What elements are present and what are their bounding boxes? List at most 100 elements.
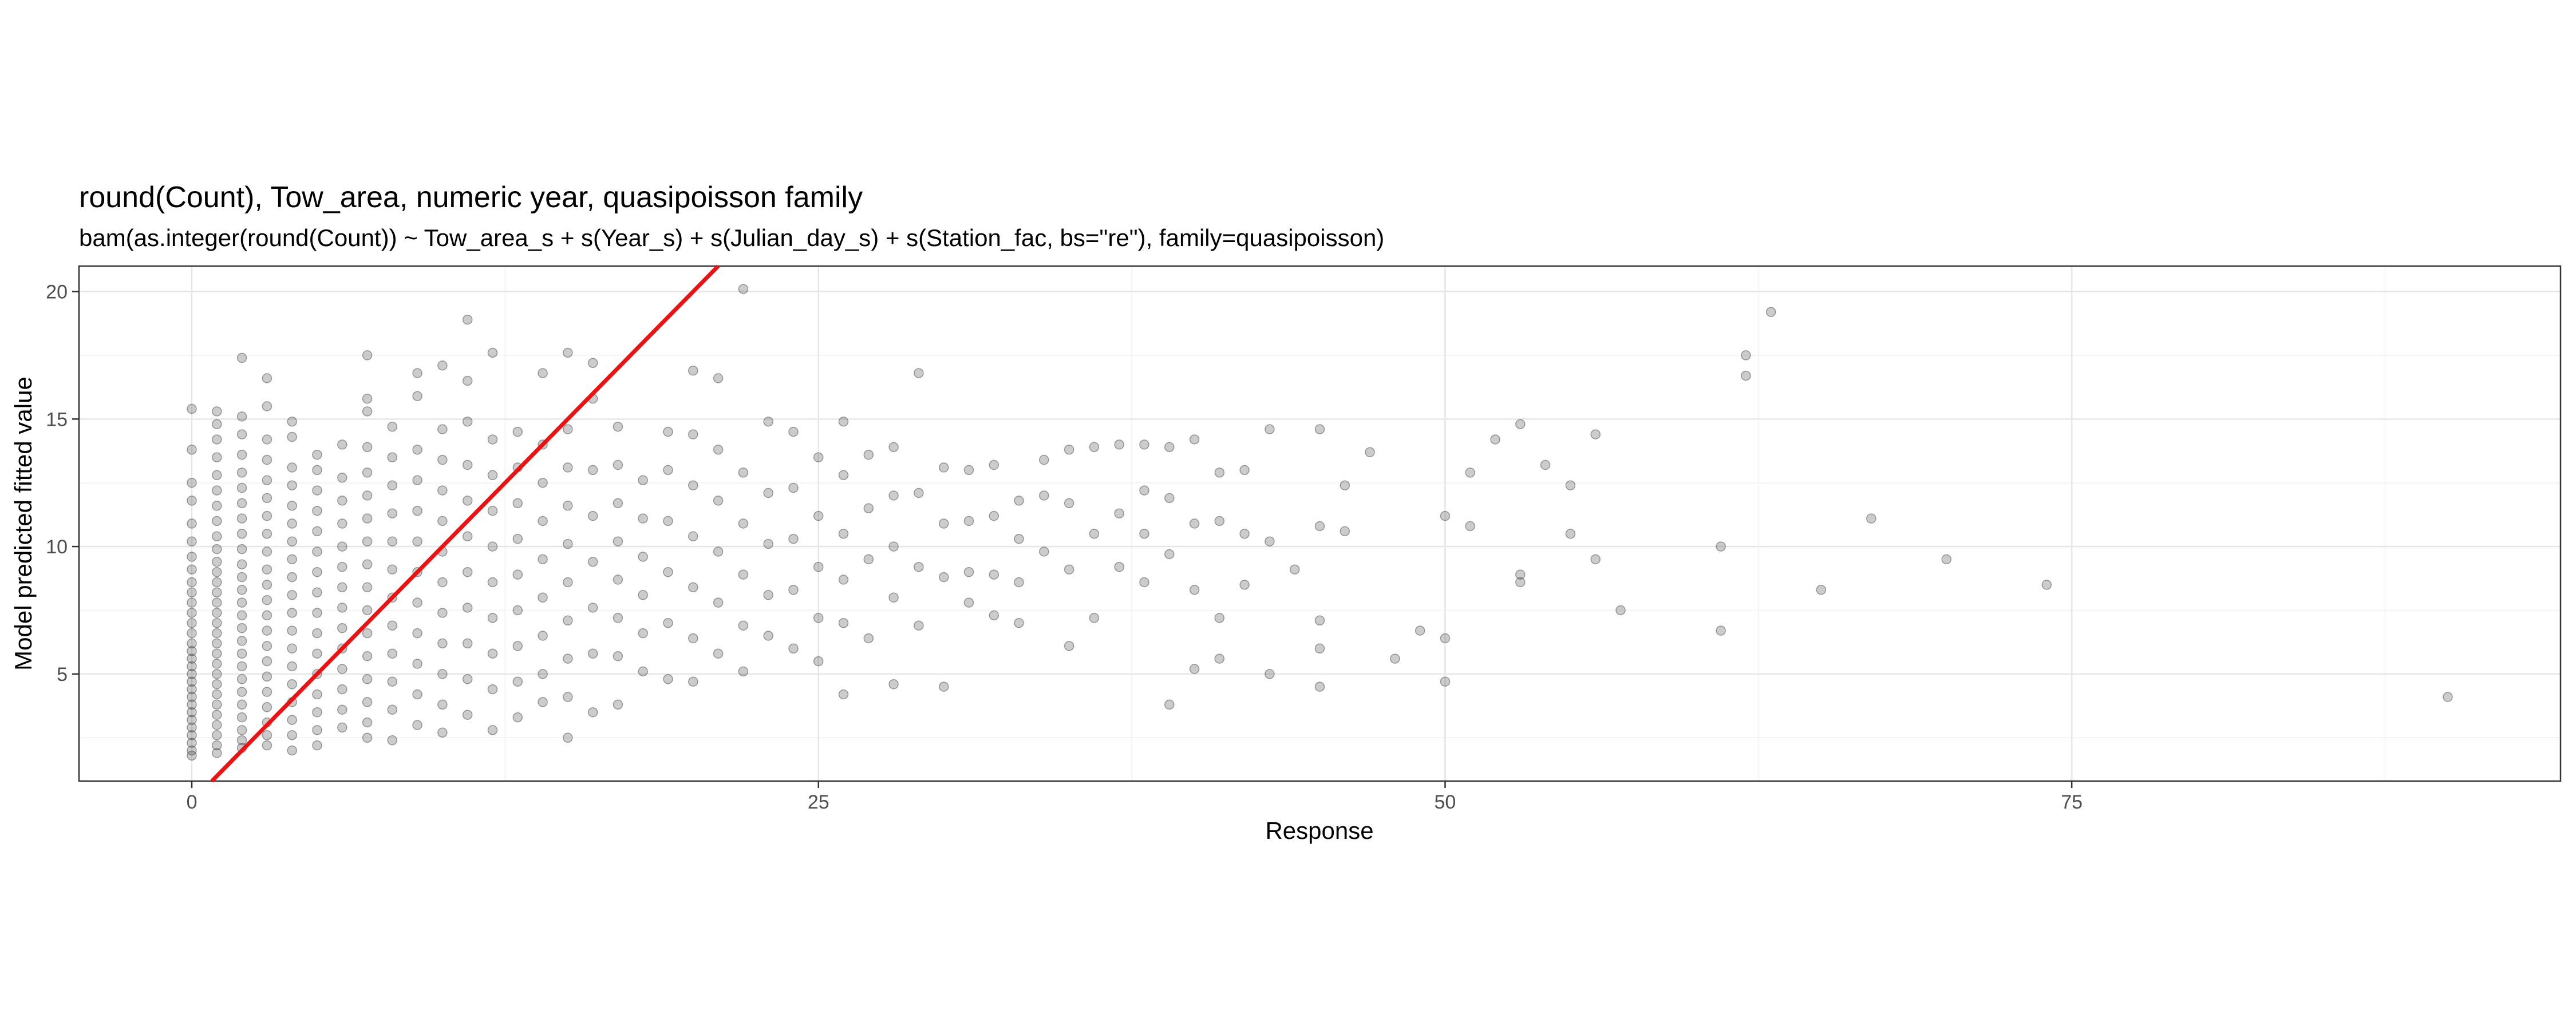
data-point: [362, 559, 373, 570]
data-point: [638, 590, 648, 600]
data-point: [312, 707, 322, 718]
data-point: [1265, 536, 1275, 546]
data-point: [1164, 442, 1175, 453]
data-point: [187, 587, 197, 598]
data-point: [412, 391, 422, 401]
data-point: [863, 554, 874, 565]
data-point: [1265, 669, 1275, 679]
data-point: [236, 559, 247, 570]
data-point: [563, 501, 573, 511]
data-point: [337, 496, 347, 506]
data-point: [187, 730, 197, 740]
data-point: [287, 745, 297, 756]
data-point: [563, 347, 573, 358]
data-point: [412, 720, 422, 730]
data-point: [888, 592, 899, 603]
data-point: [236, 585, 247, 595]
data-point: [387, 704, 398, 715]
data-point: [1239, 529, 1250, 539]
data-point: [462, 417, 473, 427]
y-tick-label: 15: [46, 409, 68, 430]
data-point: [989, 510, 999, 521]
data-point: [563, 538, 573, 549]
data-point: [512, 498, 523, 509]
data-point: [187, 608, 197, 618]
data-point: [212, 740, 222, 751]
data-point: [938, 682, 949, 692]
data-point: [538, 697, 548, 707]
data-point: [1340, 526, 1350, 537]
data-point: [387, 452, 398, 462]
data-point: [187, 597, 197, 608]
data-point: [512, 712, 523, 723]
data-point: [587, 648, 598, 659]
data-point: [287, 625, 297, 636]
data-point: [362, 697, 373, 707]
chart-title: round(Count), Tow_area, numeric year, qu…: [79, 181, 863, 214]
data-point: [1314, 682, 1325, 692]
data-point: [838, 529, 849, 539]
data-point: [262, 730, 272, 740]
data-point: [362, 536, 373, 546]
data-point: [262, 687, 272, 697]
data-point: [512, 426, 523, 437]
data-point: [236, 648, 247, 659]
data-point: [1214, 468, 1225, 478]
data-point: [362, 468, 373, 478]
data-point: [312, 628, 322, 639]
data-point: [187, 518, 197, 529]
data-point: [538, 592, 548, 603]
data-point: [587, 510, 598, 521]
data-point: [236, 712, 247, 723]
data-point: [1089, 613, 1100, 623]
data-point: [888, 679, 899, 690]
data-point: [613, 575, 623, 585]
data-point: [989, 569, 999, 580]
data-point: [1515, 419, 1526, 429]
data-point: [236, 529, 247, 539]
data-point: [212, 730, 222, 740]
data-point: [412, 659, 422, 669]
data-point: [638, 552, 648, 562]
data-point: [587, 557, 598, 567]
data-point: [362, 651, 373, 661]
data-point: [362, 732, 373, 743]
data-point: [1314, 615, 1325, 626]
data-point: [738, 468, 749, 478]
data-point: [212, 544, 222, 554]
data-point: [236, 498, 247, 509]
data-point: [688, 429, 698, 439]
data-point: [387, 620, 398, 631]
data-point: [262, 656, 272, 667]
data-point: [337, 541, 347, 552]
data-point: [1164, 699, 1175, 710]
data-point: [387, 508, 398, 518]
data-point: [1039, 454, 1049, 465]
data-point: [487, 505, 498, 516]
data-point: [187, 628, 197, 639]
data-point: [863, 449, 874, 460]
data-point: [287, 661, 297, 672]
data-point: [838, 417, 849, 427]
data-point: [212, 669, 222, 679]
data-point: [212, 608, 222, 618]
data-point: [187, 477, 197, 488]
data-point: [312, 505, 322, 516]
data-point: [738, 518, 749, 529]
data-point: [563, 577, 573, 588]
data-point: [738, 620, 749, 631]
data-point: [387, 676, 398, 687]
data-point: [1214, 516, 1225, 526]
data-point: [563, 653, 573, 664]
data-point: [337, 684, 347, 695]
data-point: [688, 676, 698, 687]
data-point: [788, 482, 799, 493]
data-point: [713, 546, 724, 557]
data-point: [312, 449, 322, 460]
data-point: [212, 419, 222, 429]
data-point: [187, 564, 197, 575]
data-point: [262, 529, 272, 539]
data-point: [437, 424, 448, 434]
data-point: [813, 452, 824, 462]
data-point: [1189, 518, 1200, 529]
